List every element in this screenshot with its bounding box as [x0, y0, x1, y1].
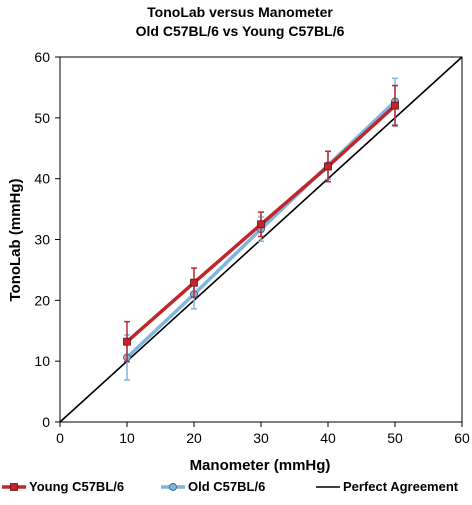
x-tick-label: 10	[119, 430, 135, 446]
legend-marker-old-c57bl-6	[169, 483, 177, 491]
chart-title-line2: Old C57BL/6 vs Young C57BL/6	[136, 23, 345, 39]
x-tick-label: 40	[320, 430, 336, 446]
legend-label-old-c57bl-6: Old C57BL/6	[188, 479, 265, 494]
y-tick-label: 60	[34, 49, 50, 65]
x-tick-label: 20	[186, 430, 202, 446]
y-axis-title: TonoLab (mmHg)	[7, 178, 24, 301]
young-c57bl-6-point	[391, 101, 399, 110]
y-tick-label: 10	[34, 353, 50, 369]
y-tick-label: 20	[34, 292, 50, 308]
legend-label-young-c57bl-6: Young C57BL/6	[29, 479, 124, 494]
x-tick-label: 30	[253, 430, 269, 446]
legend-marker-young-c57bl-6	[10, 483, 18, 491]
x-tick-label: 0	[56, 430, 64, 446]
y-tick-label: 30	[34, 232, 50, 248]
x-tick-label: 50	[387, 430, 403, 446]
young-c57bl-6-point	[190, 278, 198, 287]
y-tick-label: 0	[42, 414, 50, 430]
young-c57bl-6-point	[123, 337, 131, 346]
x-axis-title: Manometer (mmHg)	[190, 457, 331, 474]
y-tick-label: 40	[34, 171, 50, 187]
legend: Young C57BL/6 Old C57BL/6 Perfect Agreemen…	[2, 479, 459, 494]
young-c57bl-6-point	[257, 220, 265, 229]
young-c57bl-6-point	[324, 162, 332, 171]
legend-label-perfect-agreement: Perfect Agreement	[343, 479, 459, 494]
plot-area: 0 10 20 30 40 50 60 0 10 20 30 40 50 60	[34, 49, 470, 446]
x-tick-label: 60	[454, 430, 470, 446]
chart-title-line1: TonoLab versus Manometer	[147, 4, 333, 20]
y-tick-label: 50	[34, 110, 50, 126]
